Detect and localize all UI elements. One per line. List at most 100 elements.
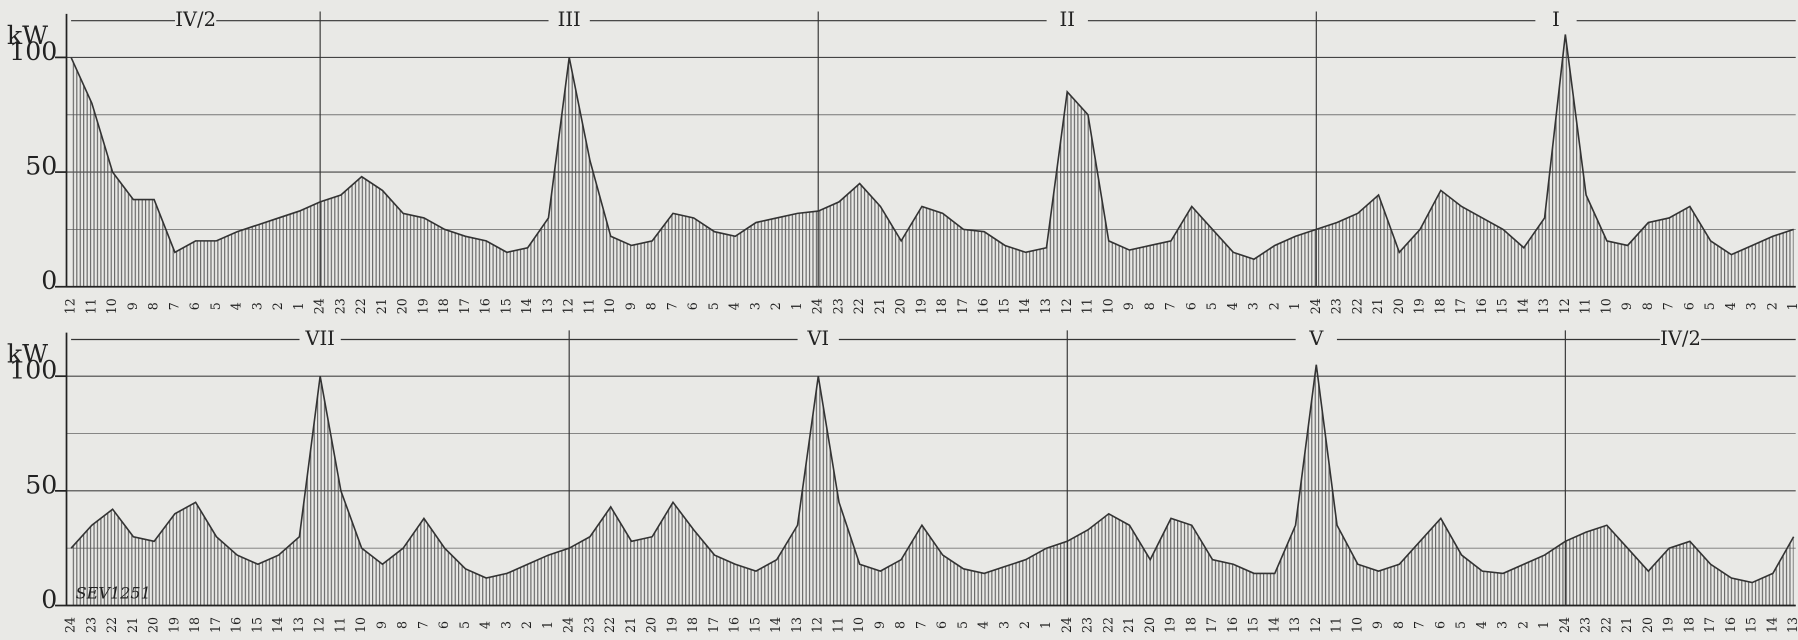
x-tick-label: 15 bbox=[249, 617, 264, 633]
x-tick-label: 11 bbox=[1578, 298, 1593, 314]
x-tick-label: 1 bbox=[1287, 302, 1302, 310]
x-tick-label: 4 bbox=[727, 302, 742, 310]
x-tick-label: 11 bbox=[1080, 298, 1095, 314]
x-tick-label: 17 bbox=[706, 617, 721, 633]
y-tick-label: 50 bbox=[25, 151, 57, 180]
x-tick-label: 9 bbox=[872, 621, 887, 629]
x-tick-label: 6 bbox=[1681, 302, 1696, 310]
x-tick-label: 3 bbox=[747, 302, 762, 310]
x-tick-label: 17 bbox=[208, 617, 223, 633]
x-tick-label: 8 bbox=[1640, 302, 1655, 310]
y-axis-label: kW bbox=[7, 21, 48, 50]
x-tick-label: 18 bbox=[685, 617, 700, 633]
x-tick-label: 9 bbox=[623, 302, 638, 310]
x-tick-label: 15 bbox=[1744, 617, 1759, 633]
section-label-bg bbox=[174, 9, 217, 33]
x-tick-label: 23 bbox=[83, 617, 98, 633]
x-tick-label: 23 bbox=[830, 298, 845, 314]
x-tick-label: 2 bbox=[1764, 302, 1779, 310]
x-tick-label: 13 bbox=[1785, 617, 1798, 633]
x-tick-label: 10 bbox=[1598, 298, 1613, 314]
x-tick-label: 16 bbox=[727, 617, 742, 633]
section-label-bg bbox=[299, 328, 341, 351]
x-tick-label: 11 bbox=[332, 617, 347, 633]
x-tick-label: 5 bbox=[1702, 302, 1717, 310]
x-tick-label: 18 bbox=[934, 298, 949, 314]
x-tick-label: 18 bbox=[436, 298, 451, 314]
x-tick-label: 13 bbox=[1038, 298, 1053, 314]
x-tick-label: 19 bbox=[415, 298, 430, 314]
x-tick-label: 8 bbox=[644, 302, 659, 310]
x-tick-label: 18 bbox=[1432, 298, 1447, 314]
x-tick-label: 17 bbox=[1204, 617, 1219, 633]
section-label: I bbox=[1552, 8, 1560, 31]
section-label: IV/2 bbox=[1660, 327, 1701, 350]
x-tick-label: 15 bbox=[1495, 298, 1510, 314]
section-label-bg bbox=[548, 9, 590, 33]
x-tick-label: 13 bbox=[540, 298, 555, 314]
x-tick-label: 13 bbox=[789, 617, 804, 633]
x-tick-label: 11 bbox=[1329, 617, 1344, 633]
x-tick-label: 22 bbox=[104, 617, 119, 633]
load-line bbox=[70, 34, 1794, 261]
x-tick-label: 1 bbox=[1038, 621, 1053, 629]
x-tick-label: 22 bbox=[1349, 298, 1364, 314]
section-label-bg bbox=[1659, 328, 1702, 351]
x-tick-label: 9 bbox=[125, 302, 140, 310]
x-tick-label: 21 bbox=[1619, 617, 1634, 633]
x-tick-label: 12 bbox=[1308, 617, 1323, 633]
x-tick-label: 6 bbox=[1183, 302, 1198, 310]
x-tick-label: 5 bbox=[208, 302, 223, 310]
x-tick-label: 23 bbox=[581, 617, 596, 633]
x-tick-label: 2 bbox=[1266, 302, 1281, 310]
x-tick-label: 24 bbox=[1557, 617, 1572, 633]
x-tick-label: 3 bbox=[996, 621, 1011, 629]
x-tick-label: 16 bbox=[1723, 617, 1738, 633]
x-tick-label: 8 bbox=[146, 302, 161, 310]
section-label-bg bbox=[1046, 9, 1088, 33]
x-tick-label: 4 bbox=[1474, 621, 1489, 629]
x-tick-label: 7 bbox=[415, 621, 430, 629]
x-tick-label: 1 bbox=[1785, 302, 1798, 310]
x-tick-label: 14 bbox=[1017, 298, 1032, 314]
x-tick-label: 14 bbox=[1764, 617, 1779, 633]
x-tick-label: 5 bbox=[1453, 621, 1468, 629]
x-tick-label: 7 bbox=[664, 302, 679, 310]
x-tick-label: 20 bbox=[1391, 298, 1406, 314]
section-label: II bbox=[1060, 8, 1075, 31]
y-tick-label: 100 bbox=[9, 37, 57, 66]
x-tick-label: 11 bbox=[581, 298, 596, 314]
x-tick-label: 16 bbox=[976, 298, 991, 314]
x-tick-label: 5 bbox=[955, 621, 970, 629]
x-tick-label: 22 bbox=[602, 617, 617, 633]
x-tick-label: 2 bbox=[1515, 621, 1530, 629]
x-tick-label: 5 bbox=[1204, 302, 1219, 310]
x-tick-label: 14 bbox=[519, 298, 534, 314]
x-tick-label: 12 bbox=[561, 298, 576, 314]
x-tick-label: 1 bbox=[789, 302, 804, 310]
x-tick-label: 23 bbox=[332, 298, 347, 314]
x-tick-label: 17 bbox=[1453, 298, 1468, 314]
x-tick-label: 13 bbox=[291, 617, 306, 633]
x-tick-label: 3 bbox=[249, 302, 264, 310]
x-tick-label: 17 bbox=[955, 298, 970, 314]
x-tick-label: 12 bbox=[63, 298, 78, 314]
x-tick-label: 22 bbox=[1598, 617, 1613, 633]
x-tick-label: 23 bbox=[1329, 298, 1344, 314]
x-tick-label: 12 bbox=[1059, 298, 1074, 314]
x-tick-label: 16 bbox=[1474, 298, 1489, 314]
x-tick-label: 20 bbox=[146, 617, 161, 633]
x-tick-label: 21 bbox=[1370, 298, 1385, 314]
x-tick-label: 22 bbox=[353, 298, 368, 314]
x-tick-label: 8 bbox=[395, 621, 410, 629]
x-tick-label: 8 bbox=[1142, 302, 1157, 310]
x-tick-label: 1 bbox=[291, 302, 306, 310]
x-tick-label: 12 bbox=[312, 617, 327, 633]
x-tick-label: 7 bbox=[1412, 621, 1427, 629]
section-label: V bbox=[1308, 327, 1324, 350]
x-tick-label: 10 bbox=[104, 298, 119, 314]
x-tick-label: 20 bbox=[1640, 617, 1655, 633]
x-tick-label: 24 bbox=[810, 298, 825, 314]
x-tick-label: 23 bbox=[1080, 617, 1095, 633]
